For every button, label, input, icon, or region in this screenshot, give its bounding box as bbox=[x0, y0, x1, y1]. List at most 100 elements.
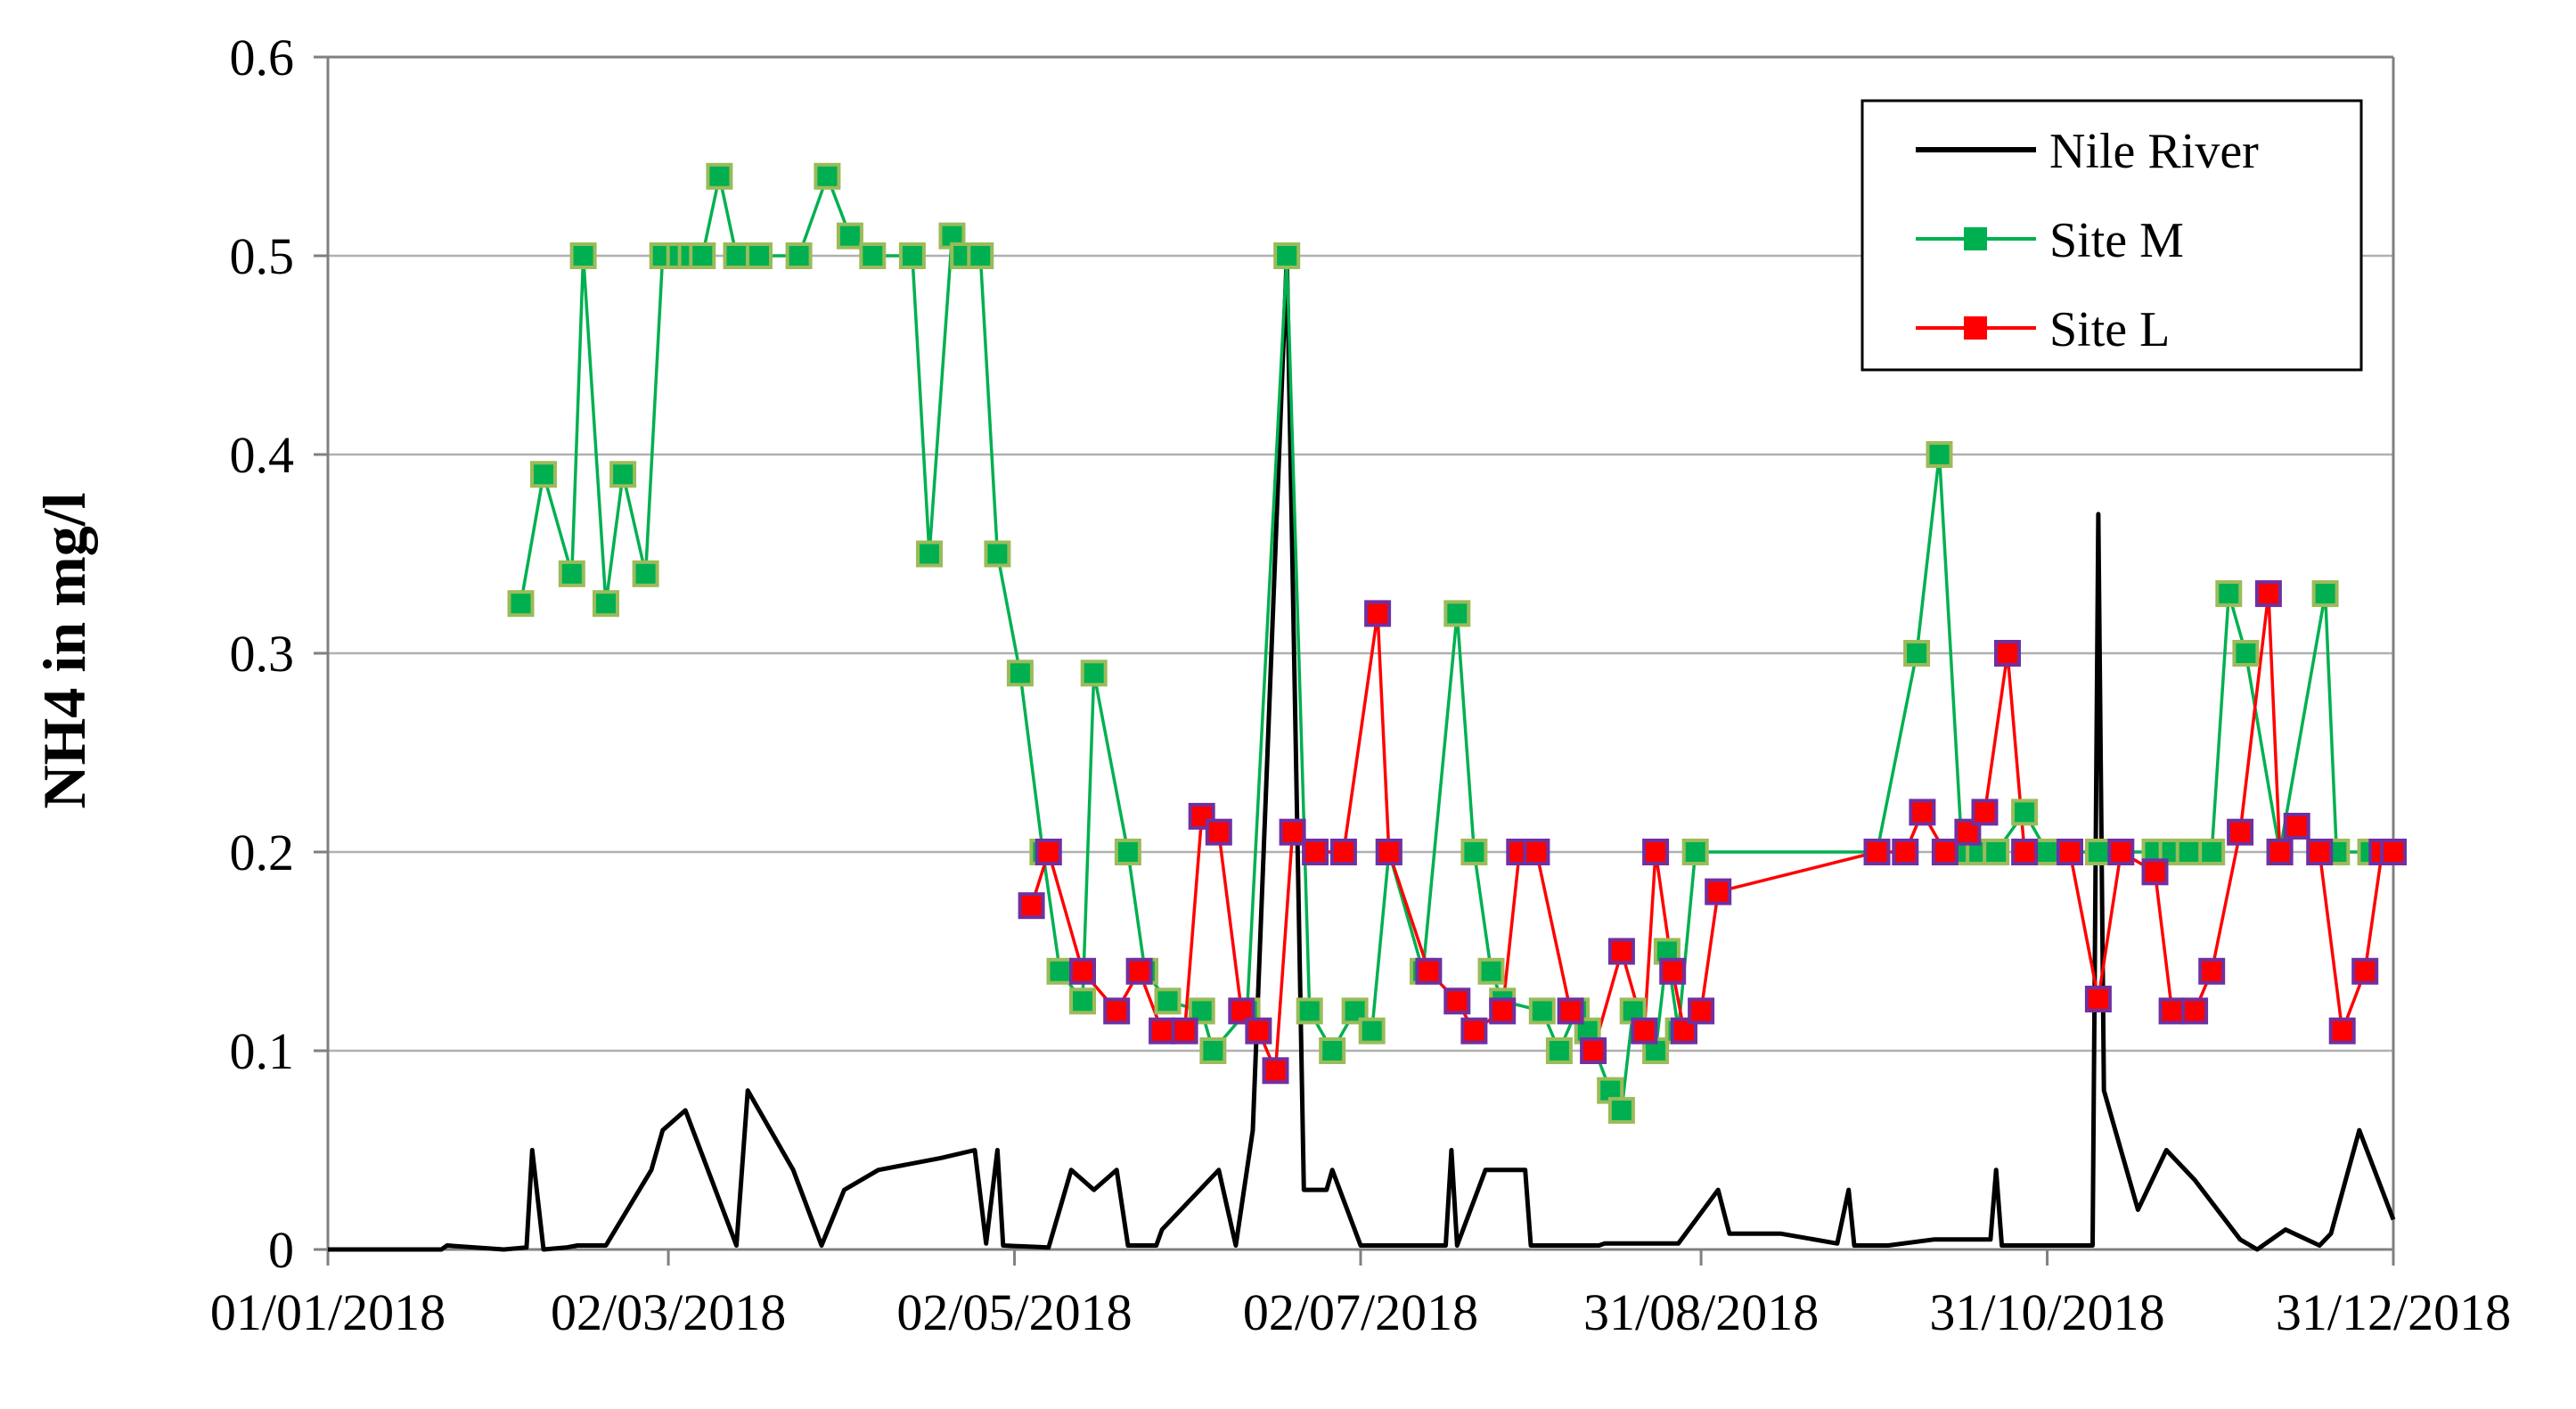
y-tick-labels: 0 0.1 0.2 0.3 0.4 0.5 0.6 bbox=[230, 29, 295, 1279]
data-point-site-m bbox=[2011, 799, 2039, 826]
data-point-site-l bbox=[1125, 957, 1153, 985]
legend-box bbox=[1860, 99, 2363, 372]
data-point-site-l bbox=[1557, 997, 1584, 1025]
data-point-site-l bbox=[1994, 640, 2021, 667]
data-point-site-m bbox=[938, 222, 966, 250]
data-point-site-l bbox=[2011, 839, 2039, 865]
x-tick-label: 02/05/2018 bbox=[896, 1283, 1132, 1341]
data-point-site-l bbox=[1034, 839, 1062, 865]
data-point-site-l bbox=[1171, 1017, 1198, 1044]
data-point-site-l bbox=[2227, 818, 2254, 846]
data-point-site-m bbox=[706, 162, 733, 190]
data-point-site-m bbox=[1358, 1017, 1386, 1044]
data-point-site-m bbox=[1319, 1037, 1346, 1064]
data-point-site-l bbox=[1909, 799, 1936, 826]
data-point-site-m bbox=[1983, 839, 2010, 865]
data-point-site-m bbox=[689, 242, 716, 269]
legend: Nile River Site M Site L bbox=[1860, 99, 2363, 372]
data-point-site-m bbox=[836, 222, 863, 250]
data-point-site-m bbox=[632, 560, 659, 587]
data-point-site-m bbox=[916, 540, 943, 568]
data-point-site-l bbox=[1892, 839, 1919, 865]
data-point-site-m bbox=[2198, 839, 2226, 865]
data-point-site-m bbox=[1528, 997, 1556, 1025]
data-point-site-m bbox=[569, 242, 597, 269]
data-point-site-l bbox=[1245, 1017, 1272, 1044]
data-point-site-m bbox=[2215, 580, 2243, 608]
data-point-site-l bbox=[2107, 839, 2135, 865]
data-point-site-m bbox=[609, 461, 637, 488]
y-tick-label: 0.4 bbox=[230, 426, 295, 484]
data-point-site-m bbox=[1903, 640, 1931, 667]
data-point-site-l bbox=[1279, 818, 1306, 846]
data-point-site-l bbox=[1931, 839, 1959, 865]
data-point-site-l bbox=[2141, 858, 2169, 886]
data-point-site-m bbox=[1681, 839, 1709, 865]
data-point-site-m bbox=[2311, 580, 2339, 608]
data-point-site-l bbox=[1607, 938, 1635, 965]
data-point-site-l bbox=[1631, 1017, 1658, 1044]
data-point-site-m bbox=[2084, 839, 2112, 865]
x-tick-label: 01/01/2018 bbox=[210, 1283, 446, 1341]
data-point-site-m bbox=[1199, 1037, 1227, 1064]
data-point-site-m bbox=[507, 590, 535, 618]
data-point-site-l bbox=[1069, 957, 1096, 985]
y-axis-title: NH4 in mg/l bbox=[30, 492, 98, 808]
axes bbox=[314, 55, 2395, 1266]
x-tick-labels: 01/01/2018 02/03/2018 02/05/2018 02/07/2018… bbox=[210, 1283, 2511, 1341]
x-tick-label: 31/12/2018 bbox=[2276, 1283, 2511, 1341]
data-point-site-l bbox=[2283, 813, 2310, 840]
data-point-site-m bbox=[2175, 839, 2203, 865]
data-point-site-l bbox=[1329, 839, 1357, 865]
data-point-site-m bbox=[593, 590, 619, 618]
legend-label-nile-river: Nile River bbox=[2049, 124, 2259, 179]
data-point-site-m bbox=[1460, 839, 1488, 865]
y-tick-label: 0.1 bbox=[230, 1022, 295, 1080]
y-tick-label: 0.3 bbox=[230, 625, 295, 683]
data-point-site-m bbox=[898, 242, 926, 269]
data-point-site-m bbox=[746, 242, 773, 269]
data-point-site-l bbox=[1705, 878, 1732, 905]
data-point-site-l bbox=[1523, 839, 1550, 865]
data-point-site-l bbox=[1489, 997, 1517, 1025]
data-point-site-m bbox=[530, 461, 557, 488]
data-point-site-m bbox=[1477, 957, 1505, 985]
data-point-site-m bbox=[1080, 659, 1108, 687]
data-point-site-l bbox=[2254, 580, 2282, 608]
data-point-site-l bbox=[2057, 839, 2083, 865]
y-tick-label: 0.2 bbox=[230, 823, 295, 881]
data-point-site-l bbox=[1262, 1057, 1289, 1085]
x-tick-label: 31/08/2018 bbox=[1583, 1283, 1819, 1341]
data-point-site-m bbox=[558, 560, 585, 587]
data-point-site-l bbox=[1460, 1017, 1488, 1044]
y-tick-label: 0 bbox=[268, 1221, 294, 1279]
data-point-site-m bbox=[1926, 441, 1953, 468]
series-line-nile-river bbox=[328, 253, 2396, 1252]
data-point-site-l bbox=[2380, 839, 2407, 865]
data-point-site-l bbox=[1971, 799, 1999, 826]
data-point-site-m bbox=[2232, 640, 2260, 667]
data-point-site-l bbox=[1415, 957, 1443, 985]
y-tick-label: 0.6 bbox=[230, 29, 295, 86]
data-point-site-l bbox=[2181, 997, 2209, 1025]
x-tick-label: 02/03/2018 bbox=[551, 1283, 786, 1341]
data-point-site-m bbox=[1607, 1096, 1635, 1124]
data-point-site-l bbox=[1580, 1037, 1607, 1064]
data-point-site-m bbox=[1545, 1037, 1573, 1064]
data-point-site-m bbox=[814, 162, 841, 190]
data-point-site-l bbox=[2266, 839, 2294, 865]
data-point-site-l bbox=[1863, 839, 1891, 865]
data-point-site-m bbox=[967, 242, 994, 269]
data-point-site-l bbox=[2084, 986, 2112, 1012]
series-markers bbox=[507, 162, 2407, 1124]
data-point-site-m bbox=[1006, 659, 1034, 687]
data-point-site-m bbox=[723, 242, 750, 269]
data-point-site-l bbox=[2158, 997, 2186, 1025]
y-tick-label: 0.5 bbox=[230, 227, 295, 285]
data-point-site-l bbox=[1506, 839, 1533, 865]
data-point-site-m bbox=[1273, 242, 1301, 269]
data-point-site-m bbox=[1114, 839, 1141, 865]
legend-label-site-m: Site M bbox=[2049, 213, 2184, 268]
data-point-site-l bbox=[2351, 957, 2379, 985]
